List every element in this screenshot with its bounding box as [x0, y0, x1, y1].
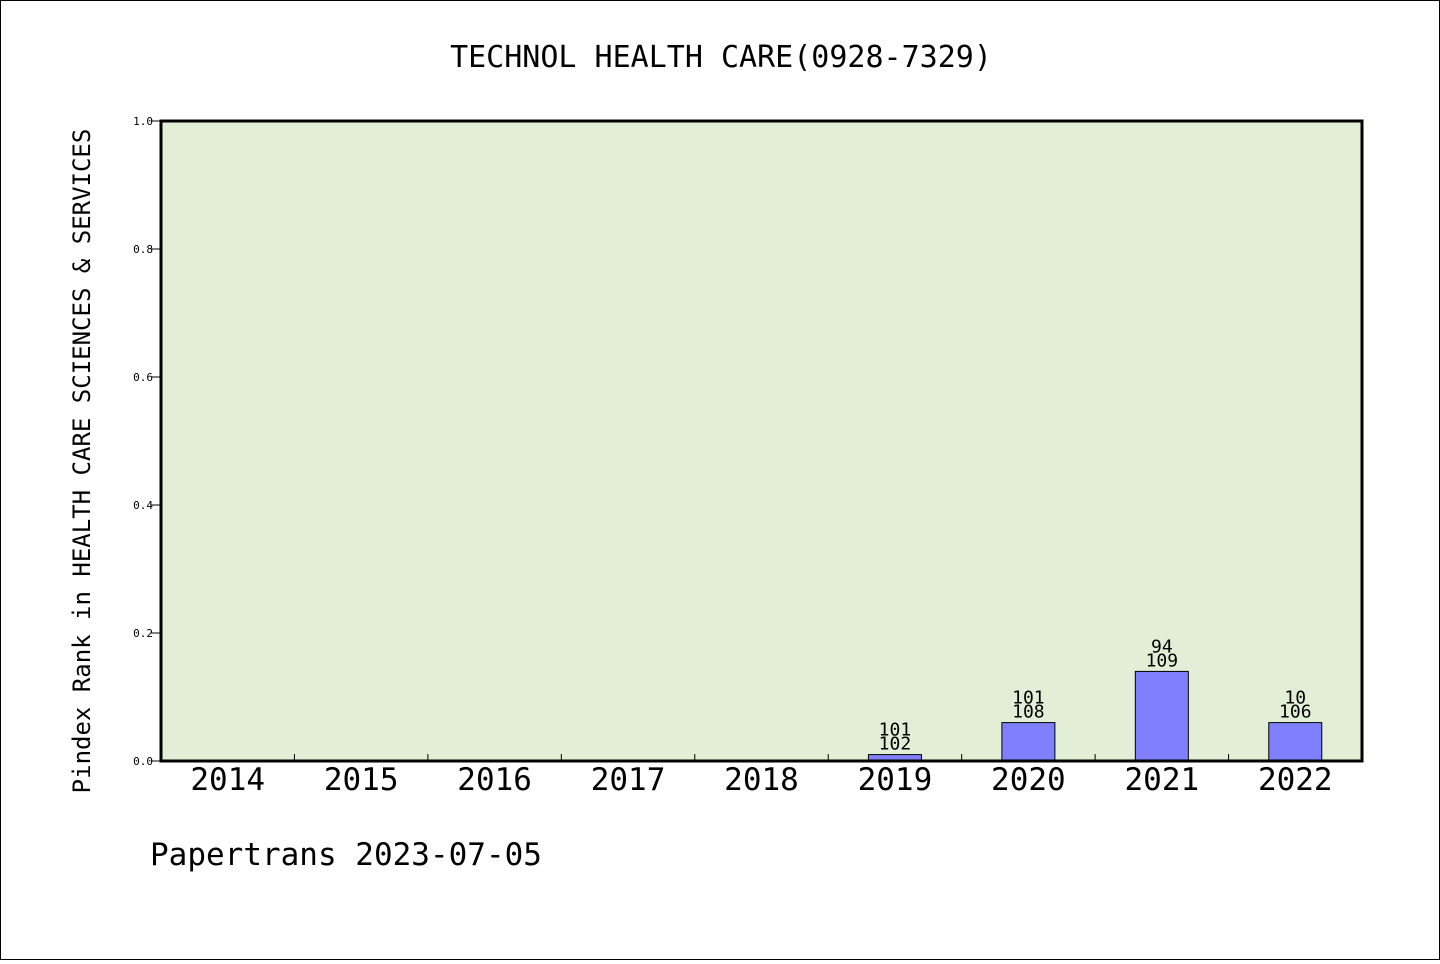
y-axis-ticks: 0.0 0.2 0.4 0.6 0.8 1.0 [133, 115, 161, 768]
x-axis-ticks: 2014 2015 2016 2017 2018 2019 2020 2021 2022 [190, 754, 1333, 798]
bar-label-top: 101 [1012, 688, 1045, 709]
x-tick-label: 2017 [591, 762, 666, 798]
y-tick-label: 0.0 [133, 755, 153, 768]
chart-title: TECHNOL HEALTH CARE(0928-7329) [450, 40, 992, 75]
bar-label-bottom: 102 [879, 734, 912, 755]
bar-label-top: 94 [1151, 636, 1173, 657]
x-tick-label: 2014 [190, 762, 265, 798]
bar-label-bottom: 108 [1012, 702, 1045, 723]
plot-border [159, 119, 1364, 763]
plot-area [161, 121, 1362, 761]
bar-2020 [1001, 722, 1056, 762]
bar-label-top: 10 [1284, 688, 1306, 709]
bars-group [867, 670, 1323, 762]
bar-label-bottom: 109 [1146, 650, 1179, 671]
x-tick-label: 2016 [457, 762, 532, 798]
x-tick-label: 2021 [1125, 762, 1200, 798]
footer-credit: Papertrans 2023-07-05 [150, 837, 542, 873]
bar-2021 [1134, 670, 1189, 762]
x-tick-label: 2019 [858, 762, 933, 798]
y-tick-label: 1.0 [133, 115, 153, 128]
bar-label-bottom: 106 [1279, 702, 1312, 723]
y-tick-label: 0.8 [133, 243, 153, 256]
y-tick-label: 0.4 [133, 499, 153, 512]
x-tick-label: 2022 [1258, 762, 1333, 798]
x-tick-label: 2015 [324, 762, 399, 798]
y-axis-label: Pindex Rank in HEALTH CARE SCIENCES & SE… [68, 129, 96, 794]
x-tick-label: 2018 [724, 762, 799, 798]
bar-label-top: 101 [879, 720, 912, 741]
y-tick-label: 0.2 [133, 627, 153, 640]
bar-2022 [1268, 722, 1323, 762]
y-tick-label: 0.6 [133, 371, 153, 384]
x-tick-label: 2020 [991, 762, 1066, 798]
